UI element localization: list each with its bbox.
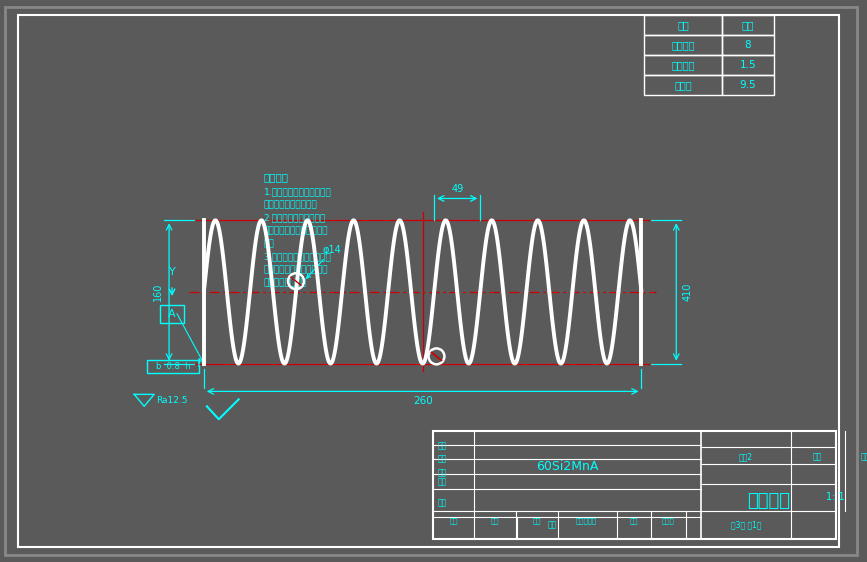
Text: 温回火以消除卷绕时的内应: 温回火以消除卷绕时的内应	[264, 226, 328, 235]
Bar	[644, 75, 722, 95]
Text: 共3张 第1张: 共3张 第1张	[731, 520, 761, 529]
Text: φ14: φ14	[307, 244, 342, 278]
Text: 图册: 图册	[547, 520, 557, 529]
Text: 校对: 校对	[438, 477, 447, 486]
Bar	[147, 360, 199, 374]
Text: 右旋: 右旋	[741, 20, 754, 30]
Text: b  0.8  h: b 0.8 h	[156, 362, 190, 371]
Bar	[160, 305, 184, 323]
Text: 160: 160	[153, 283, 163, 301]
Text: 有效圈数: 有效圈数	[671, 40, 695, 51]
Text: 3.可进行喷丸处理，之后不: 3.可进行喷丸处理，之后不	[264, 252, 331, 261]
Text: 处数: 处数	[491, 518, 499, 524]
Text: 410: 410	[682, 283, 692, 301]
Text: Y: Y	[169, 267, 175, 277]
Text: 工艺: 工艺	[438, 455, 447, 464]
Text: Ra12.5: Ra12.5	[156, 396, 187, 405]
Text: 签名: 签名	[629, 518, 638, 524]
Bar	[644, 16, 722, 35]
Text: 规格: 规格	[677, 20, 689, 30]
Text: 9.5: 9.5	[740, 80, 756, 90]
Text: 宜在高温，长期震动和有腐: 宜在高温，长期震动和有腐	[264, 265, 328, 274]
Text: 审核: 审核	[438, 469, 447, 478]
Text: 蚀性介质的场合。: 蚀性介质的场合。	[264, 278, 307, 287]
Bar	[722, 75, 773, 95]
Bar	[644, 55, 722, 75]
Bar	[722, 16, 773, 35]
Bar	[433, 431, 837, 538]
Bar	[722, 55, 773, 75]
Text: 分区: 分区	[533, 518, 541, 524]
Text: 年月日: 年月日	[662, 518, 675, 524]
Text: 力。: 力。	[264, 239, 274, 248]
Text: 许裂缝和伤痕等缺陷。: 许裂缝和伤痕等缺陷。	[264, 201, 317, 210]
Text: A: A	[168, 309, 176, 319]
Text: 2.冷卷下卷绕的弹簧经低: 2.冷卷下卷绕的弹簧经低	[264, 214, 326, 223]
Text: 设计: 设计	[438, 498, 447, 507]
Text: 1.弹簧丝表面应须光滑，允: 1.弹簧丝表面应须光滑，允	[264, 188, 331, 197]
Text: 更改文件号: 更改文件号	[577, 518, 597, 524]
Text: 标记: 标记	[449, 518, 458, 524]
Text: 260: 260	[413, 396, 433, 406]
Text: 49: 49	[451, 184, 463, 194]
Text: 重量: 重量	[861, 452, 867, 461]
Text: 批准: 批准	[438, 442, 447, 451]
Text: 比例: 比例	[813, 452, 822, 461]
Text: 支撑圈数: 支撑圈数	[671, 60, 695, 70]
Text: 60Si2MnA: 60Si2MnA	[536, 460, 598, 473]
Text: 1.5: 1.5	[740, 60, 756, 70]
Text: 技术要求: 技术要求	[264, 173, 289, 183]
Text: 图号2: 图号2	[739, 452, 753, 461]
Text: 8: 8	[745, 40, 751, 51]
Text: 螺旋弹簧: 螺旋弹簧	[747, 492, 790, 510]
Bar	[644, 35, 722, 55]
Text: 总圈数: 总圈数	[675, 80, 692, 90]
Bar	[722, 35, 773, 55]
Text: 1: 1: 1: 1	[826, 492, 844, 502]
